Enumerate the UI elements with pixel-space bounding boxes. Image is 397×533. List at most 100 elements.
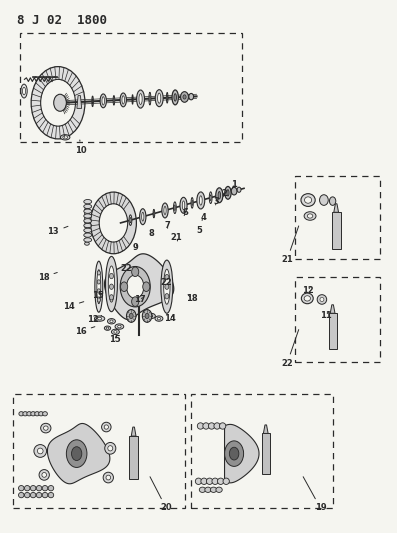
Ellipse shape <box>36 486 42 491</box>
Text: 22: 22 <box>121 264 132 272</box>
Ellipse shape <box>85 208 89 211</box>
Circle shape <box>97 271 100 275</box>
Ellipse shape <box>197 423 204 429</box>
Circle shape <box>31 67 85 139</box>
Ellipse shape <box>301 293 313 304</box>
Ellipse shape <box>39 470 49 480</box>
Ellipse shape <box>103 472 114 483</box>
Text: 22: 22 <box>281 329 299 368</box>
Polygon shape <box>334 204 339 212</box>
Ellipse shape <box>180 197 187 213</box>
Ellipse shape <box>113 95 115 105</box>
Ellipse shape <box>115 324 124 329</box>
Ellipse shape <box>35 411 39 416</box>
Ellipse shape <box>201 478 207 484</box>
Polygon shape <box>77 95 82 108</box>
Ellipse shape <box>142 212 144 221</box>
Circle shape <box>121 282 128 292</box>
Ellipse shape <box>140 209 146 225</box>
Circle shape <box>132 297 139 306</box>
Circle shape <box>189 93 194 100</box>
Text: 14: 14 <box>164 314 176 323</box>
Ellipse shape <box>85 221 89 224</box>
Polygon shape <box>262 433 270 474</box>
Ellipse shape <box>23 87 26 95</box>
Ellipse shape <box>153 209 155 218</box>
Ellipse shape <box>197 192 205 209</box>
Circle shape <box>225 441 244 466</box>
Ellipse shape <box>84 228 92 232</box>
Circle shape <box>142 310 152 322</box>
Ellipse shape <box>164 206 166 215</box>
Text: 14: 14 <box>63 302 84 311</box>
Ellipse shape <box>85 233 89 237</box>
Ellipse shape <box>137 90 145 108</box>
Ellipse shape <box>164 269 170 304</box>
Ellipse shape <box>220 423 226 429</box>
Ellipse shape <box>85 212 89 215</box>
Bar <box>191 394 333 508</box>
Ellipse shape <box>95 261 103 312</box>
Ellipse shape <box>84 223 92 228</box>
Ellipse shape <box>155 90 163 107</box>
Circle shape <box>127 275 144 298</box>
Ellipse shape <box>42 492 48 498</box>
Polygon shape <box>332 212 341 249</box>
Circle shape <box>165 274 169 280</box>
Circle shape <box>97 289 100 293</box>
Circle shape <box>231 187 237 195</box>
Ellipse shape <box>112 329 119 335</box>
Ellipse shape <box>218 478 224 484</box>
Ellipse shape <box>30 486 36 491</box>
Ellipse shape <box>85 229 89 232</box>
Ellipse shape <box>48 486 54 491</box>
Text: 21: 21 <box>281 226 299 264</box>
Ellipse shape <box>44 426 48 430</box>
Circle shape <box>165 294 169 299</box>
Ellipse shape <box>216 487 222 492</box>
Polygon shape <box>129 436 138 479</box>
Circle shape <box>330 197 336 205</box>
Text: 18: 18 <box>185 294 197 303</box>
Text: 6: 6 <box>183 208 189 217</box>
Circle shape <box>127 310 136 322</box>
Text: 5: 5 <box>197 227 202 236</box>
Ellipse shape <box>19 411 24 416</box>
Ellipse shape <box>205 487 211 492</box>
Circle shape <box>120 266 150 307</box>
Ellipse shape <box>122 96 125 104</box>
Ellipse shape <box>105 442 116 454</box>
Ellipse shape <box>42 486 48 491</box>
Text: 22: 22 <box>160 278 172 287</box>
Ellipse shape <box>192 200 193 206</box>
Text: 7: 7 <box>165 221 171 230</box>
Ellipse shape <box>84 199 92 204</box>
Ellipse shape <box>102 422 111 432</box>
Text: 4: 4 <box>200 213 206 222</box>
Circle shape <box>145 313 149 319</box>
Ellipse shape <box>173 202 176 214</box>
Ellipse shape <box>34 445 46 457</box>
Ellipse shape <box>157 317 160 320</box>
Ellipse shape <box>301 193 315 206</box>
Ellipse shape <box>94 316 105 321</box>
Ellipse shape <box>36 492 42 498</box>
Ellipse shape <box>37 448 43 454</box>
Ellipse shape <box>199 487 206 492</box>
Text: 15: 15 <box>109 335 121 344</box>
Ellipse shape <box>39 411 43 416</box>
Ellipse shape <box>84 214 92 218</box>
Ellipse shape <box>195 478 202 484</box>
Circle shape <box>110 295 114 300</box>
Ellipse shape <box>100 94 106 108</box>
Polygon shape <box>104 254 174 320</box>
Ellipse shape <box>108 319 116 324</box>
Ellipse shape <box>216 188 223 203</box>
Circle shape <box>54 94 66 111</box>
Ellipse shape <box>149 92 151 105</box>
Ellipse shape <box>320 195 328 205</box>
Ellipse shape <box>161 260 173 313</box>
Ellipse shape <box>214 423 220 429</box>
Polygon shape <box>330 305 335 313</box>
Ellipse shape <box>23 411 28 416</box>
